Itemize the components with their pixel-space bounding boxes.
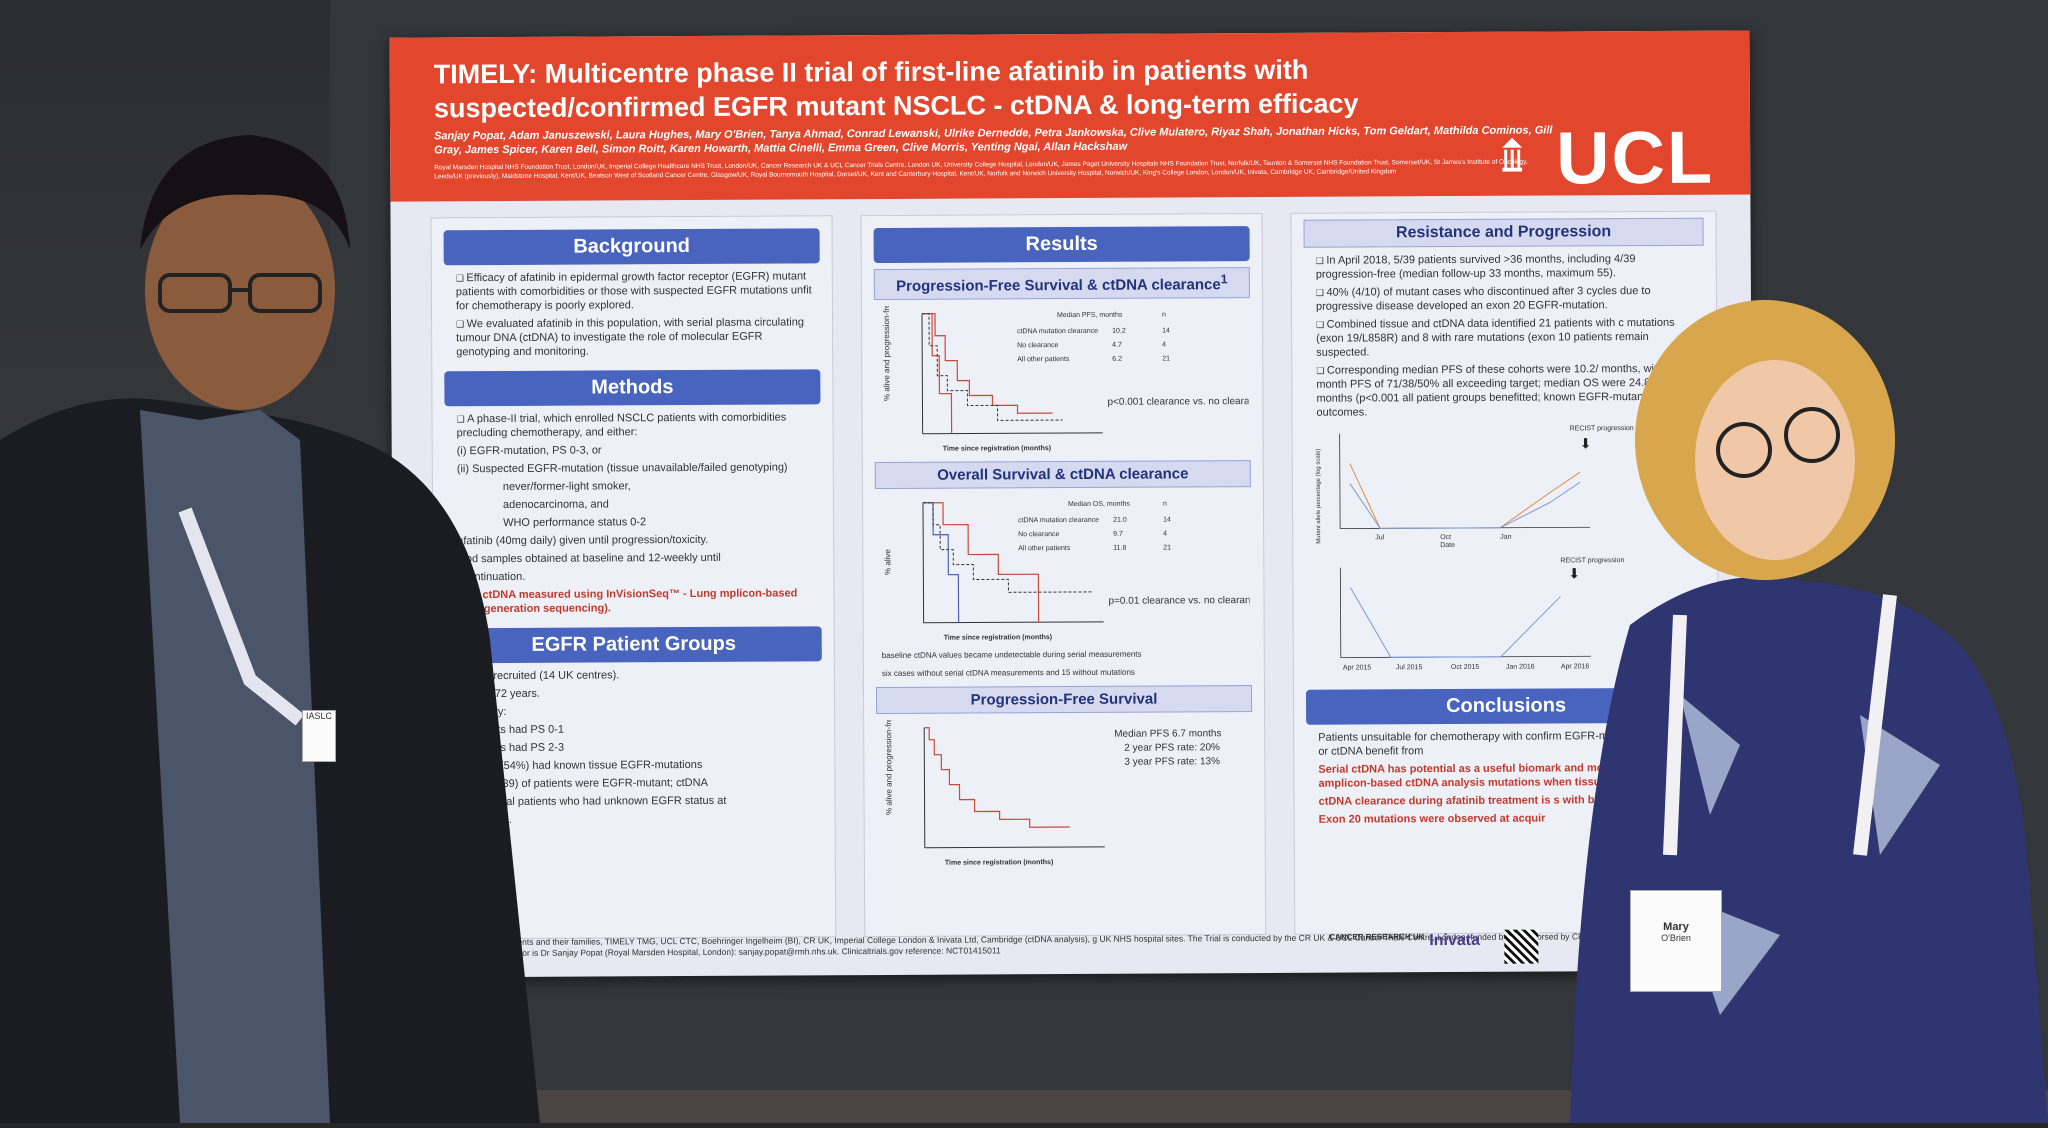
- pfs-legend-n: n: [1162, 312, 1166, 319]
- badge-right-name: Mary: [1631, 921, 1721, 933]
- os-legend-1: No clearance: [1018, 531, 1059, 538]
- pfs2-y-axis: [924, 728, 925, 848]
- footnote-1: baseline ctDNA values became undetectabl…: [882, 647, 1246, 663]
- os-clearance-svg: % alive Median OS, months n ctDNA mutati…: [877, 493, 1250, 645]
- os-legend-1-median: 9.7: [1113, 531, 1123, 538]
- qr-code: [1504, 930, 1538, 964]
- pfs-overall-svg: % alive and progression-free Median PFS …: [878, 718, 1251, 870]
- person-right-figure: [1560, 295, 2048, 1123]
- pfs-legend-1: No clearance: [1017, 342, 1058, 349]
- resistance-item: In April 2018, 5/39 patients survived >3…: [1316, 252, 1698, 282]
- pfs2-x-axis: [925, 847, 1105, 848]
- os-legend-n: n: [1163, 501, 1167, 508]
- pfs-clearance-svg: % alive and progression-free Median PFS,…: [876, 304, 1249, 456]
- allele-xtick-0: Jul: [1375, 534, 1384, 541]
- column-middle: Results Progression-Free Survival & ctDN…: [860, 213, 1266, 937]
- pfs2-2yr: 2 year PFS rate: 20%: [1124, 742, 1220, 754]
- os-legend-0: ctDNA mutation clearance: [1018, 517, 1099, 524]
- os-legend-header: Median OS, months: [1068, 501, 1130, 508]
- pfs-legend-2-n: 21: [1162, 355, 1170, 362]
- person-left: IASLC: [0, 120, 540, 1123]
- resistance-heading: Resistance and Progression: [1304, 218, 1704, 248]
- pfs-clearance-plot: % alive and progression-free Median PFS,…: [876, 304, 1249, 456]
- allele-xtitle: Date: [1440, 542, 1455, 549]
- os-legend-0-n: 14: [1163, 516, 1171, 523]
- pfs-ylabel: % alive and progression-free: [882, 304, 892, 401]
- methods-subitem: never/former-light smoker,: [503, 478, 815, 494]
- badge-left: IASLC: [302, 710, 336, 762]
- pfs-y-axis: [922, 314, 923, 434]
- pfs2-3yr: 3 year PFS rate: 13%: [1124, 756, 1220, 768]
- pfs-legend-2: All other patients: [1017, 356, 1070, 363]
- os-legend-0-median: 21.0: [1113, 517, 1127, 524]
- allele-xtick-1: Oct: [1440, 534, 1451, 541]
- allele2-xtick-3: Jan 2016: [1506, 664, 1535, 671]
- pfs-legend-0-n: 14: [1162, 327, 1170, 334]
- pfs-legend-2-median: 6.2: [1112, 356, 1122, 363]
- badge-right: Mary O'Brien: [1630, 890, 1722, 992]
- allele2-series-1: [1350, 586, 1560, 657]
- pfs-pvalue: p<0.001 clearance vs. no clearance: [1107, 396, 1248, 408]
- results-heading: Results: [874, 226, 1250, 263]
- methods-subitem: adenocarcinoma, and: [503, 496, 815, 512]
- os-xlabel: Time since registration (months): [944, 634, 1052, 642]
- person-right: Mary O'Brien: [1560, 295, 2048, 1123]
- poster-authors: Sanjay Popat, Adam Januszewski, Laura Hu…: [434, 123, 1554, 157]
- poster-header: TIMELY: Multicentre phase II trial of fi…: [390, 30, 1751, 201]
- poster-title: TIMELY: Multicentre phase II trial of fi…: [434, 51, 1564, 125]
- cancer-research-uk-logo: CANCER RESEARCH UK: [1329, 932, 1424, 941]
- os-x-axis: [924, 622, 1104, 623]
- pfs-clearance-title: Progression-Free Survival & ctDNA cleara…: [874, 267, 1250, 300]
- allele2-xtick-1: Jul 2015: [1396, 664, 1423, 671]
- os-y-axis: [923, 503, 924, 623]
- os-clearance-title: Overall Survival & ctDNA clearance: [875, 460, 1251, 489]
- pfs-legend-0-median: 10.2: [1112, 328, 1126, 335]
- os-clearance-plot: % alive Median OS, months n ctDNA mutati…: [877, 493, 1250, 645]
- os-legend-2-n: 21: [1163, 544, 1171, 551]
- pfs-overall-plot: % alive and progression-free Median PFS …: [878, 718, 1251, 870]
- pfs-xlabel: Time since registration (months): [943, 445, 1051, 453]
- allele-ylabel: Mutant allele percentage (log scale): [1316, 449, 1322, 544]
- allele-xtick-2: Jan: [1500, 534, 1511, 541]
- pfs2-xlabel: Time since registration (months): [945, 859, 1053, 867]
- pfs-clearance-title-text: Progression-Free Survival & ctDNA cleara…: [896, 276, 1221, 295]
- pfs-clearance-title-sup: 1: [1221, 272, 1228, 286]
- os-legend-1-n: 4: [1163, 531, 1167, 538]
- inivata-logo: Inivata: [1429, 932, 1480, 950]
- footnote-2: six cases without serial ctDNA measureme…: [882, 665, 1246, 681]
- os-legend-2-median: 11.8: [1113, 545, 1126, 552]
- poster-affiliations: Royal Marsden Hospital NHS Foundation Tr…: [434, 157, 1554, 181]
- ucl-portico-icon: [1502, 138, 1522, 172]
- os-legend-2: All other patients: [1018, 545, 1071, 552]
- poster: TIMELY: Multicentre phase II trial of fi…: [390, 30, 1755, 977]
- pfs2-curve: [924, 727, 1070, 828]
- os-ylabel: % alive: [883, 549, 892, 575]
- pfs-legend-1-median: 4.7: [1112, 342, 1122, 349]
- os-pvalue: p=0.01 clearance vs. no clearance: [1108, 595, 1249, 607]
- pfs2-ylabel: % alive and progression-free: [884, 718, 894, 815]
- ucl-logo: UCL: [1556, 115, 1715, 201]
- allele2-xtick-2: Oct 2015: [1451, 664, 1480, 671]
- pfs2-median: Median PFS 6.7 months: [1114, 728, 1221, 740]
- pfs-x-axis: [923, 433, 1103, 434]
- pfs-overall-title: Progression-Free Survival: [876, 685, 1252, 714]
- allele2-xtick-0: Apr 2015: [1343, 664, 1372, 671]
- allele-series-1: [1350, 462, 1580, 528]
- pfs-legend-0: ctDNA mutation clearance: [1017, 328, 1098, 335]
- allele-series-2: [1350, 482, 1580, 528]
- pfs-legend-header: Median PFS, months: [1057, 312, 1123, 319]
- pfs-legend-1-n: 4: [1162, 342, 1166, 349]
- person-left-figure: [0, 120, 540, 1123]
- methods-subitem: WHO performance status 0-2: [503, 514, 815, 530]
- badge-right-surname: O'Brien: [1631, 933, 1721, 943]
